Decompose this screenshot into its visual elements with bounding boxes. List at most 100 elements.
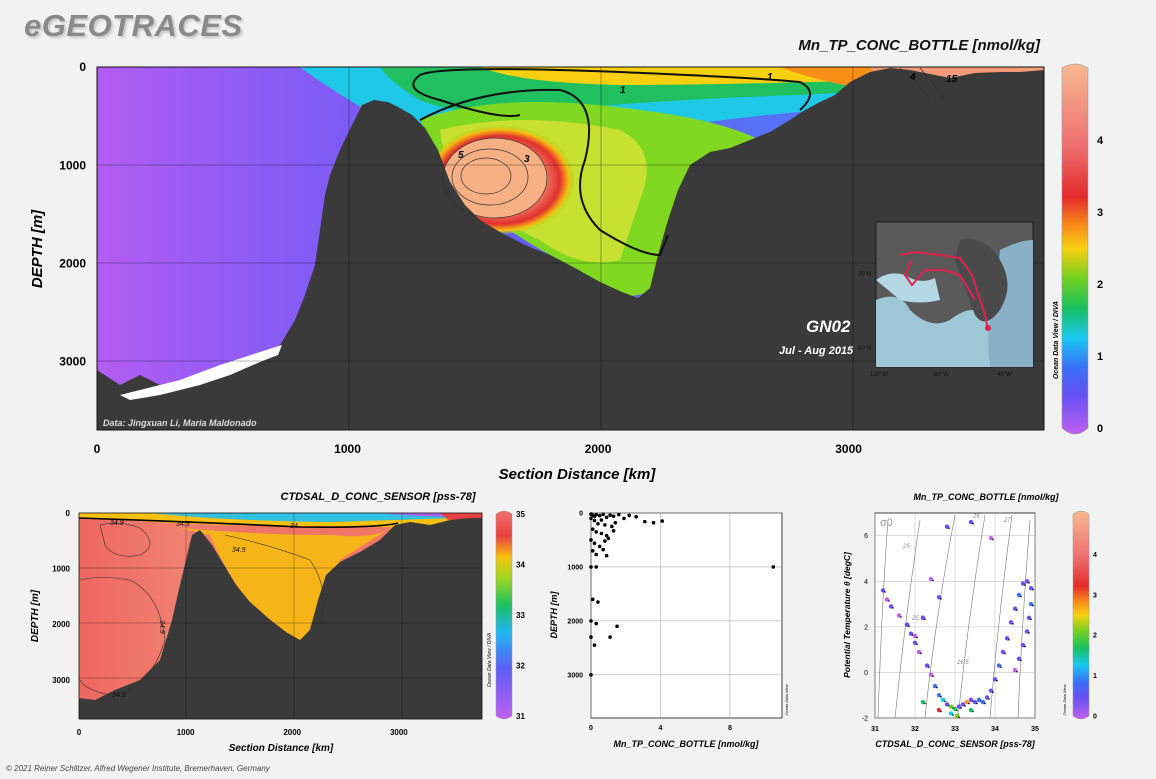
ts-point-dot (944, 700, 946, 703)
ts-x-axis-label: CTDSAL_D_CONC_SENSOR [pss-78] (875, 739, 1036, 749)
profile-plot-area (590, 512, 783, 719)
profile-point (634, 514, 638, 519)
profile-point (594, 552, 599, 557)
ts-odv-credit: Ocean Data View (1062, 683, 1067, 715)
main-colorbar (1061, 63, 1089, 435)
ts-colorbar (1072, 510, 1090, 720)
ts-point-dot (984, 702, 986, 705)
y-tick-label: 0 (79, 60, 86, 74)
profile-point (596, 600, 600, 604)
profile-point (622, 516, 626, 521)
ts-point-dot (956, 709, 958, 712)
profile-point (613, 520, 618, 525)
ts-point (976, 697, 982, 702)
ts-point (972, 699, 978, 705)
profile-point (594, 565, 599, 569)
x-tick-label: 4 (659, 725, 663, 732)
ts-point-dot (992, 691, 994, 693)
y-tick-label: 3000 (567, 672, 583, 679)
contour-label: 3 (524, 154, 530, 165)
map-lat-label: 60°N (858, 346, 871, 352)
profile-point (660, 519, 664, 523)
ts-point-dot (1012, 623, 1014, 625)
main-x-ticks: 0 1000 2000 3000 (94, 442, 863, 456)
colorbar-tick-label: 2 (1097, 279, 1103, 291)
colorbar-tick-label: 34 (516, 560, 525, 569)
ts-point (936, 595, 942, 600)
ts-point-dot (916, 636, 918, 639)
ts-point-dot (924, 702, 926, 705)
contour-label: 1 (767, 72, 773, 83)
sal-y-axis-label: DEPTH [m] (30, 589, 41, 642)
contour-label: 4 (909, 72, 916, 83)
ts-point-dot (1028, 582, 1030, 584)
x-tick-label: 1000 (177, 728, 195, 737)
x-tick-label: 35 (1031, 726, 1039, 733)
profile-point (608, 635, 612, 639)
ts-point (944, 524, 950, 529)
profile-point (610, 524, 614, 529)
ts-point (1020, 642, 1026, 648)
map-lon-label: 120°W (870, 372, 888, 378)
x-tick-label: 0 (77, 728, 82, 737)
ts-point (888, 604, 894, 609)
ts-point (924, 663, 930, 668)
ts-point (968, 697, 974, 702)
ts-point (896, 613, 902, 618)
profile-point (604, 515, 609, 520)
ts-point (968, 519, 974, 525)
profile-point (589, 538, 593, 542)
ts-point (988, 688, 994, 693)
ts-point (944, 702, 950, 707)
ts-point (1016, 592, 1022, 598)
ts-point (1028, 601, 1034, 607)
sal-contour-label: 34.9 (112, 692, 126, 699)
profile-point (599, 531, 604, 536)
ts-point-dot (1008, 638, 1010, 641)
ts-point-dot (928, 666, 930, 668)
y-tick-label: 2 (864, 624, 868, 631)
ts-point (968, 707, 974, 713)
ts-point-dot (900, 616, 902, 618)
profile-point (592, 643, 597, 647)
x-tick-label: 1000 (334, 442, 361, 456)
y-tick-label: 3000 (52, 676, 70, 685)
ts-point (884, 597, 890, 602)
x-tick-label: 3000 (835, 442, 862, 456)
profile-point (611, 529, 616, 533)
sal-odv-credit: Ocean Data View / DIVA (487, 632, 493, 687)
ts-point (1020, 581, 1026, 586)
ts-point-dot (1032, 588, 1034, 591)
colorbar-tick-label: 0 (1093, 713, 1097, 720)
profile-point (589, 673, 593, 677)
profile-point (589, 619, 593, 623)
sal-contour-label: 34.5 (232, 547, 246, 554)
ts-point (912, 633, 918, 639)
ts-point (1004, 636, 1010, 641)
profile-point (616, 512, 621, 517)
x-tick-label: 3000 (390, 728, 408, 737)
x-tick-label: 0 (94, 442, 101, 456)
profile-point (594, 530, 599, 534)
ts-point-dot (972, 522, 974, 525)
profile-odv-credit: Ocean Data View (784, 683, 789, 715)
x-tick-label: 32 (911, 726, 919, 733)
profile-point (592, 541, 597, 546)
ts-point-dot (940, 597, 942, 600)
ts-point (1026, 615, 1032, 620)
sal-contour-label: 34.5 (176, 521, 190, 528)
profile-point (589, 565, 593, 569)
ts-point (1008, 620, 1014, 625)
ts-point-dot (892, 607, 894, 609)
colorbar-tick-label: 2 (1093, 633, 1097, 640)
main-x-axis-label: Section Distance [km] (499, 466, 657, 483)
ts-point-dot (1032, 604, 1034, 607)
profile-point (592, 518, 597, 523)
x-tick-label: 2000 (283, 728, 301, 737)
ts-point (908, 631, 914, 636)
ts-point (954, 713, 960, 718)
sal-colorbar (495, 510, 513, 720)
ts-point (1024, 579, 1030, 584)
contour-label: 1 (620, 85, 626, 96)
